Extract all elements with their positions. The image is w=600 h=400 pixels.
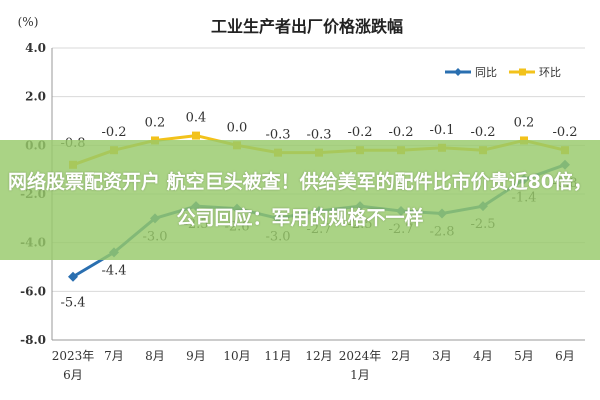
legend-label: 环比 bbox=[539, 66, 561, 79]
data-label: -0.3 bbox=[306, 128, 331, 143]
data-label: -0.2 bbox=[470, 125, 495, 140]
x-tick-label: 4月 bbox=[473, 349, 493, 363]
x-tick-label: 7月 bbox=[104, 349, 124, 363]
overlay-headline[interactable]: 网络股票配资开户 航空巨头被查！供给美军的配件比市价贵近80倍，公司回应：军用的… bbox=[7, 171, 593, 229]
legend-label: 同比 bbox=[475, 66, 497, 79]
data-label: -0.3 bbox=[265, 128, 290, 143]
chart-title: 工业生产者出厂价格涨跌幅 bbox=[211, 17, 403, 36]
x-tick-label: 2月 bbox=[391, 349, 411, 363]
data-label: -0.2 bbox=[101, 125, 126, 140]
y-tick-label: 4.0 bbox=[25, 41, 46, 55]
x-tick-label: 5月 bbox=[514, 349, 534, 363]
x-axis-ticks: 2023年 6月 7月 8月 9月 10月 11月 12月 2024年 1月 2月 3月 4月 5月 6月 bbox=[52, 349, 575, 382]
legend: 同比 环比 bbox=[445, 66, 561, 79]
x-tick-label: 10月 bbox=[223, 349, 250, 363]
data-label: 0.4 bbox=[186, 111, 207, 126]
data-label: -0.2 bbox=[388, 125, 413, 140]
data-label: -0.1 bbox=[429, 123, 454, 138]
data-label: -4.4 bbox=[101, 263, 126, 278]
y-tick-label: 2.0 bbox=[25, 90, 46, 104]
data-point bbox=[68, 271, 78, 282]
x-tick-label: 2024年 bbox=[339, 349, 382, 363]
x-tick-label: 11月 bbox=[264, 349, 291, 363]
x-tick-label: 12月 bbox=[305, 349, 332, 363]
data-label: -0.2 bbox=[347, 125, 372, 140]
data-label: -0.2 bbox=[552, 125, 577, 140]
data-label: 0.2 bbox=[145, 115, 166, 130]
y-tick-label: -6.0 bbox=[20, 284, 46, 298]
y-tick-label: -8.0 bbox=[20, 333, 46, 347]
data-point bbox=[192, 131, 200, 140]
x-tick-label: 1月 bbox=[350, 368, 370, 382]
legend-marker bbox=[519, 68, 526, 76]
overlay-banner[interactable]: 网络股票配资开户 航空巨头被查！供给美军的配件比市价贵近80倍，公司回应：军用的… bbox=[0, 140, 600, 260]
legend-marker bbox=[454, 68, 462, 76]
x-tick-label: 6月 bbox=[555, 349, 575, 363]
data-label: 0.2 bbox=[514, 115, 535, 130]
x-tick-label: 6月 bbox=[63, 368, 83, 382]
data-label: -5.4 bbox=[60, 296, 85, 311]
data-label: 0.0 bbox=[227, 120, 248, 135]
unit-label: (%) bbox=[18, 15, 39, 29]
x-tick-label: 8月 bbox=[145, 349, 165, 363]
x-tick-label: 3月 bbox=[432, 349, 452, 363]
x-tick-label: 9月 bbox=[186, 349, 206, 363]
x-tick-label: 2023年 bbox=[52, 349, 95, 363]
